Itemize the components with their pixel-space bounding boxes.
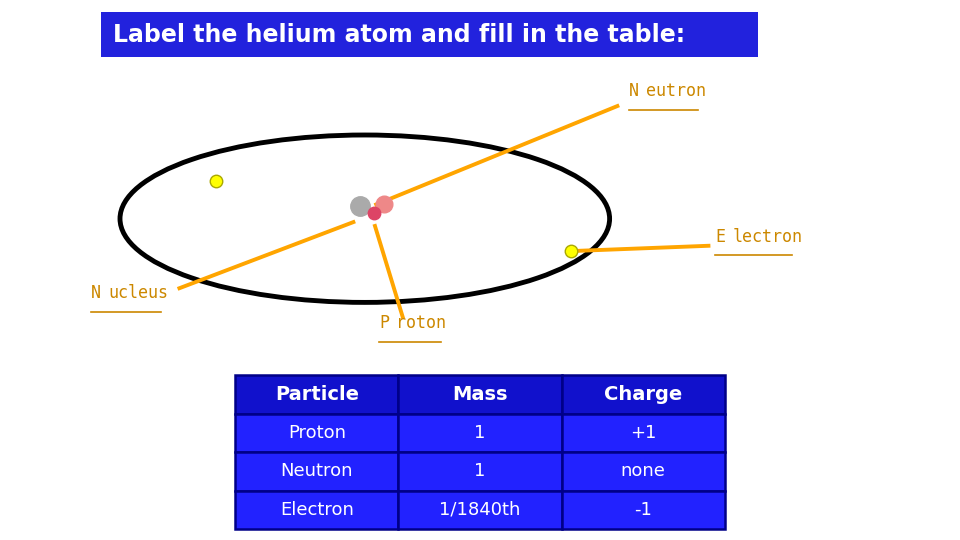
- FancyBboxPatch shape: [101, 12, 758, 57]
- Text: 1: 1: [474, 462, 486, 481]
- Text: 1/1840th: 1/1840th: [440, 501, 520, 519]
- FancyBboxPatch shape: [398, 414, 562, 453]
- FancyBboxPatch shape: [398, 453, 562, 491]
- Text: Neutron: Neutron: [280, 462, 353, 481]
- FancyBboxPatch shape: [562, 414, 725, 453]
- Text: P: P: [379, 314, 389, 332]
- Text: +1: +1: [630, 424, 657, 442]
- Text: Label the helium atom and fill in the table:: Label the helium atom and fill in the ta…: [113, 23, 685, 46]
- Text: lectron: lectron: [732, 228, 803, 246]
- FancyBboxPatch shape: [562, 491, 725, 529]
- Text: none: none: [621, 462, 665, 481]
- Text: roton: roton: [396, 314, 446, 332]
- Text: N: N: [91, 285, 101, 302]
- Text: eutron: eutron: [646, 82, 707, 100]
- FancyBboxPatch shape: [562, 453, 725, 491]
- FancyBboxPatch shape: [235, 414, 398, 453]
- Text: -1: -1: [635, 501, 652, 519]
- FancyBboxPatch shape: [562, 375, 725, 414]
- Text: 1: 1: [474, 424, 486, 442]
- Text: Particle: Particle: [275, 385, 359, 404]
- FancyBboxPatch shape: [398, 491, 562, 529]
- Text: E: E: [715, 228, 725, 246]
- FancyBboxPatch shape: [235, 453, 398, 491]
- Text: Mass: Mass: [452, 385, 508, 404]
- Text: Proton: Proton: [288, 424, 346, 442]
- FancyBboxPatch shape: [235, 491, 398, 529]
- FancyBboxPatch shape: [235, 375, 398, 414]
- FancyBboxPatch shape: [398, 375, 562, 414]
- Text: ucleus: ucleus: [108, 285, 169, 302]
- Text: N: N: [629, 82, 638, 100]
- Text: Electron: Electron: [280, 501, 353, 519]
- Text: Charge: Charge: [604, 385, 683, 404]
